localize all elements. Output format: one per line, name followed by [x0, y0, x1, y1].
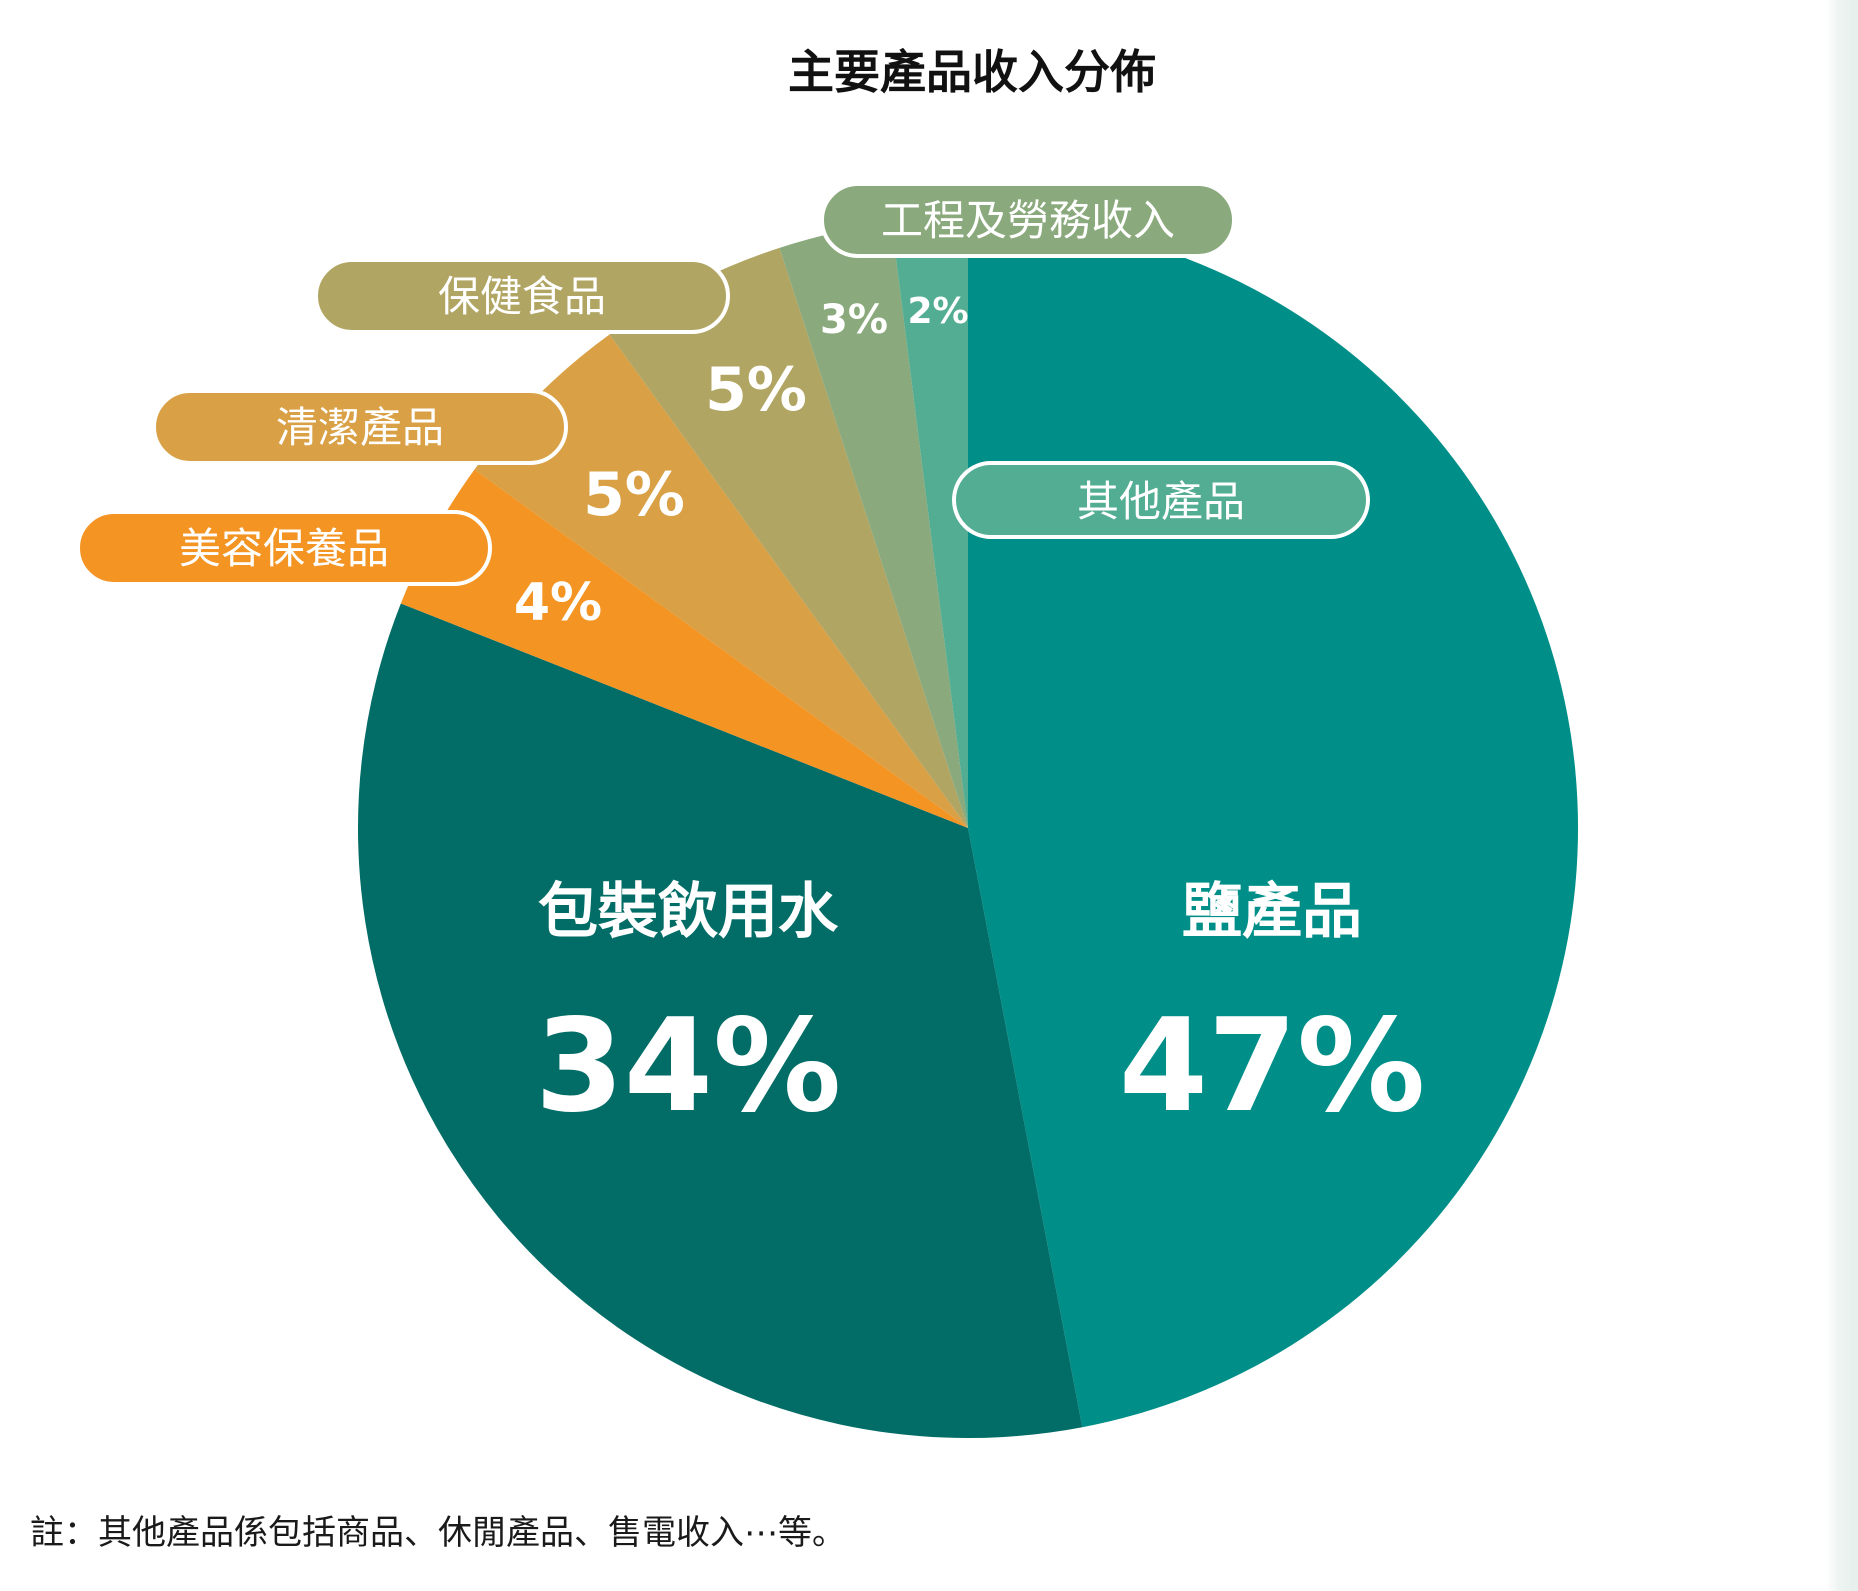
slice-6-pill: 工程及勞務收入	[820, 182, 1236, 258]
slice-7-name-label: 其他產品	[1077, 477, 1245, 526]
slice-3-pill: 美容保養品	[76, 510, 492, 586]
slice-5-pill: 保健食品	[314, 258, 730, 334]
slice-4-value-label: 5%	[583, 460, 685, 530]
slice-1-value-label: 47%	[1119, 992, 1425, 1141]
chart-title: 主要產品收入分佈	[788, 45, 1156, 99]
slice-5-pill-background	[314, 258, 730, 334]
slice-7-pill: 其他產品	[952, 461, 1370, 539]
slice-3-wedge	[400, 469, 969, 828]
slice-4-pill: 清潔產品	[152, 389, 568, 465]
slice-3-value-label: 4%	[514, 573, 602, 633]
slice-6-pill-background	[820, 182, 1236, 258]
slice-7-wedge	[891, 218, 968, 828]
slice-4-name-label: 清潔產品	[276, 403, 444, 452]
slice-2-name-label: 包裝飲用水	[538, 877, 839, 947]
slice-5-name-label: 保健食品	[438, 272, 606, 321]
slice-1-wedge	[968, 218, 1579, 1428]
slice-5-wedge	[609, 247, 968, 829]
slice-7-pill-background	[952, 461, 1370, 539]
slice-3-name-label: 美容保養品	[179, 524, 389, 573]
slice-labels: 47% 鹽產品 34% 包裝飲用水 4% 5% 5% 3% 2%	[514, 291, 1425, 1141]
slice-1-name-label: 鹽產品	[1182, 877, 1362, 947]
slice-5-value-label: 5%	[705, 355, 807, 425]
slice-4-pill-background	[152, 389, 568, 465]
slice-4-wedge	[474, 334, 968, 828]
footnote: 註：其他產品係包括商品、休閒產品、售電收入⋯等。	[30, 1513, 846, 1553]
slice-7-value-label: 2%	[907, 291, 968, 332]
slice-3-pill-background	[76, 510, 492, 586]
page-edge-strip	[1826, 0, 1858, 1591]
slice-6-name-label: 工程及勞務收入	[881, 196, 1175, 245]
slice-2-value-label: 34%	[535, 992, 841, 1141]
pie-slices	[358, 218, 1579, 1439]
slice-6-wedge	[779, 222, 968, 828]
slice-6-value-label: 3%	[820, 297, 888, 343]
slice-2-wedge	[358, 603, 1083, 1439]
